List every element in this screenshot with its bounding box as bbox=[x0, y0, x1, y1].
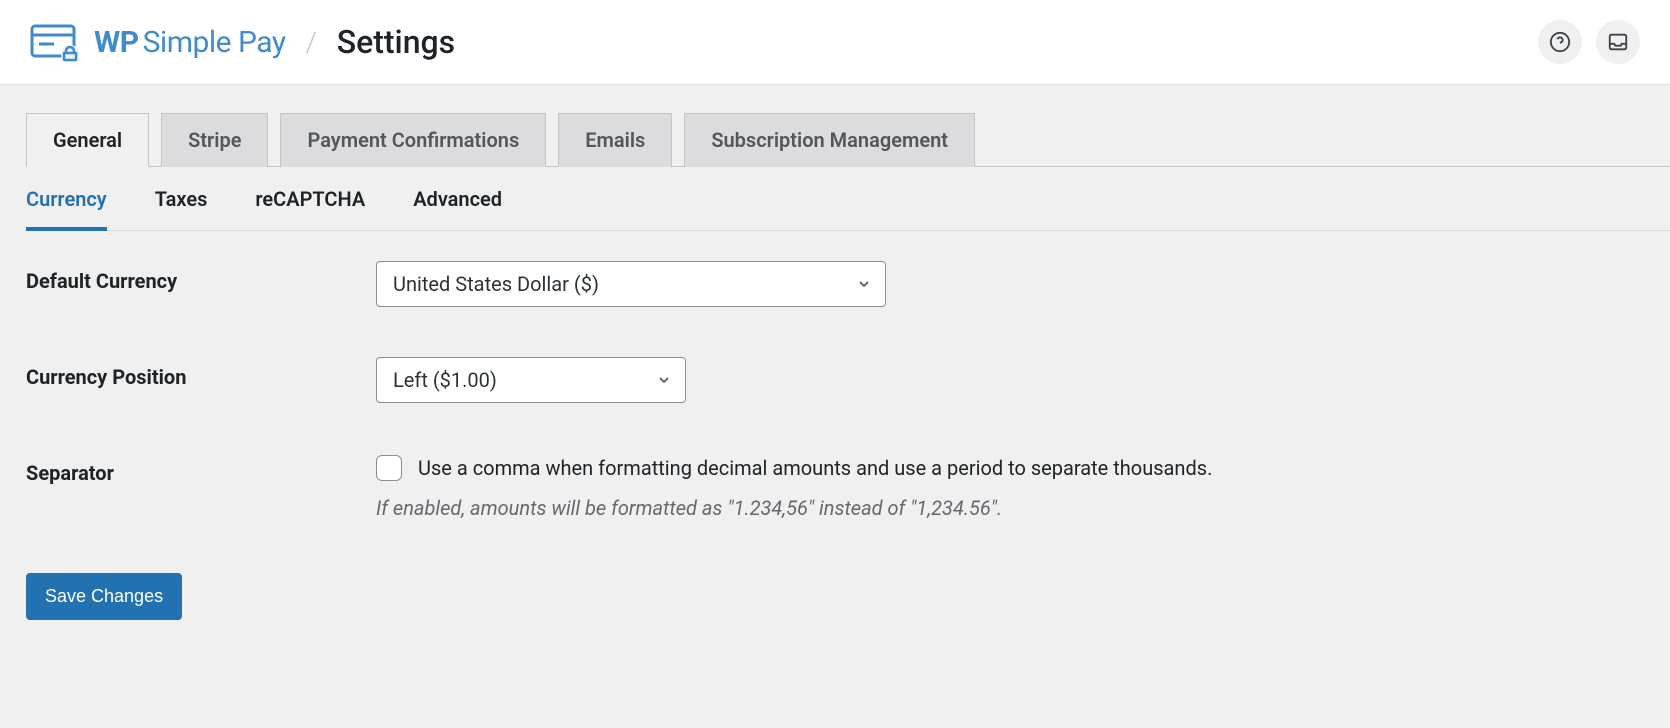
tab-general[interactable]: General bbox=[26, 113, 149, 167]
tab-emails[interactable]: Emails bbox=[558, 113, 672, 167]
label-separator: Separator bbox=[26, 453, 376, 485]
row-default-currency: Default Currency United States Dollar ($… bbox=[26, 261, 1644, 307]
logo-text: WP Simple Pay bbox=[94, 25, 286, 60]
tab-payment-confirmations[interactable]: Payment Confirmations bbox=[280, 113, 546, 167]
page-header: WP Simple Pay / Settings bbox=[0, 0, 1670, 85]
tab-subscription-management[interactable]: Subscription Management bbox=[684, 113, 975, 167]
help-button[interactable] bbox=[1538, 20, 1582, 64]
tab-stripe[interactable]: Stripe bbox=[161, 113, 268, 167]
subtab-advanced[interactable]: Advanced bbox=[413, 187, 502, 231]
logo-simplepay-text: Simple Pay bbox=[143, 25, 286, 60]
page-title: Settings bbox=[337, 23, 455, 61]
checkbox-separator[interactable] bbox=[376, 455, 402, 481]
subtab-currency[interactable]: Currency bbox=[26, 187, 107, 231]
label-currency-position: Currency Position bbox=[26, 357, 376, 389]
sub-tabs: Currency Taxes reCAPTCHA Advanced bbox=[26, 167, 1670, 231]
header-actions bbox=[1538, 20, 1640, 64]
select-default-currency-value: United States Dollar ($) bbox=[393, 272, 599, 296]
content-area: General Stripe Payment Confirmations Ema… bbox=[0, 85, 1670, 650]
row-currency-position: Currency Position Left ($1.00) bbox=[26, 357, 1644, 403]
primary-tabs-wrapper: General Stripe Payment Confirmations Ema… bbox=[0, 85, 1670, 167]
label-default-currency: Default Currency bbox=[26, 261, 376, 293]
primary-tabs: General Stripe Payment Confirmations Ema… bbox=[26, 113, 1670, 167]
inbox-icon bbox=[1607, 31, 1629, 53]
header-divider: / bbox=[306, 26, 317, 59]
logo-wp-text: WP bbox=[94, 25, 139, 60]
subtab-recaptcha[interactable]: reCAPTCHA bbox=[255, 187, 365, 231]
inbox-button[interactable] bbox=[1596, 20, 1640, 64]
select-default-currency[interactable]: United States Dollar ($) bbox=[376, 261, 886, 307]
subtab-taxes[interactable]: Taxes bbox=[155, 187, 208, 231]
help-icon bbox=[1549, 31, 1571, 53]
save-changes-button[interactable]: Save Changes bbox=[26, 573, 182, 620]
row-separator: Separator Use a comma when formatting de… bbox=[26, 453, 1644, 523]
checkbox-separator-label: Use a comma when formatting decimal amou… bbox=[418, 453, 1212, 483]
select-currency-position-value: Left ($1.00) bbox=[393, 368, 497, 392]
sub-tabs-wrapper: Currency Taxes reCAPTCHA Advanced bbox=[0, 167, 1670, 231]
separator-help-text: If enabled, amounts will be formatted as… bbox=[376, 493, 1644, 523]
wpsimplepay-logo-icon bbox=[30, 22, 80, 62]
logo: WP Simple Pay bbox=[30, 22, 286, 62]
settings-form: Default Currency United States Dollar ($… bbox=[0, 231, 1670, 523]
select-currency-position[interactable]: Left ($1.00) bbox=[376, 357, 686, 403]
